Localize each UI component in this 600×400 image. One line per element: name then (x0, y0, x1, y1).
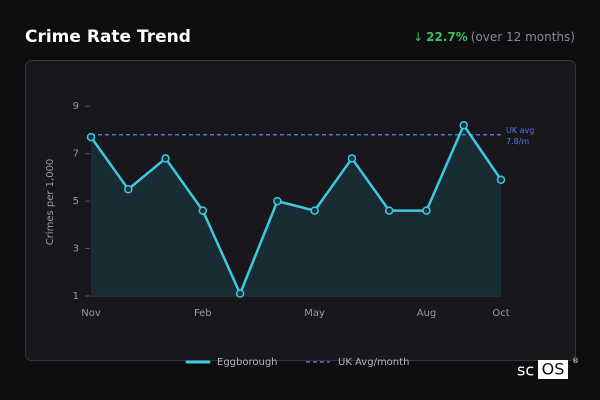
logo: sc OS ® (517, 357, 579, 380)
point (161, 154, 170, 163)
point (124, 185, 133, 194)
point (384, 206, 394, 215)
y-tick-label: 1 (73, 291, 79, 302)
y-tick-label: 7 (73, 149, 79, 160)
change-arrow: ↓ (413, 30, 423, 44)
y-tick-label: 3 (73, 244, 79, 255)
point (310, 206, 319, 215)
x-tick-label: Aug (417, 308, 437, 319)
logo-box (538, 360, 568, 379)
change-period: (over 12 months) (471, 30, 575, 44)
point (422, 206, 431, 215)
x-tick-label: Feb (194, 308, 212, 319)
change-summary: ↓ 22.7% (over 12 months) (413, 30, 575, 44)
logo-mark: ® (572, 357, 579, 365)
line (89, 123, 503, 295)
y-tick-label: 9 (73, 101, 79, 112)
logo-boxed: OS (542, 360, 565, 379)
y-axis-label: Crimes per 1,000 (45, 159, 56, 246)
y-tick-label: 5 (73, 196, 79, 207)
point (496, 175, 506, 185)
x-tick-label: Nov (81, 308, 101, 319)
logo-text: sc (517, 361, 534, 380)
point (198, 206, 208, 215)
point (86, 132, 96, 142)
point (273, 196, 282, 206)
reference-label: 7.8/m (506, 137, 529, 146)
legend-label: Eggborough (217, 357, 278, 368)
reference-label: UK avg (506, 126, 534, 135)
title: Crime Rate Trend (25, 27, 191, 47)
x-tick-label: May (304, 308, 325, 319)
change: 22.7% (426, 30, 468, 44)
legend-label: UK Avg/month (338, 357, 409, 368)
x-tick-label: Oct (492, 308, 509, 319)
point (235, 289, 245, 298)
point (459, 120, 468, 130)
point (347, 154, 357, 163)
area (91, 125, 501, 296)
